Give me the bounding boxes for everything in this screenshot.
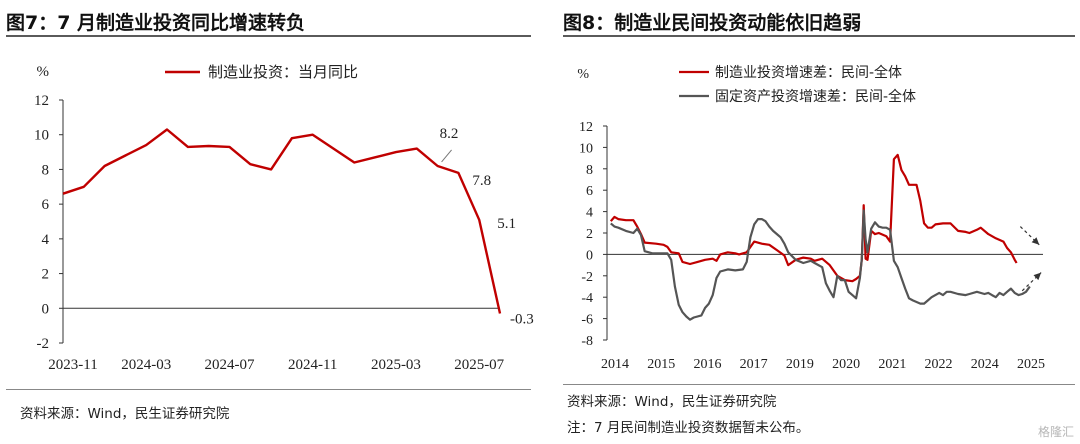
chart-panel-manufacturing-investment: 图7：7 月制造业投资同比增速转负 -2 0 2 4 6 8 10 12% 2023-11 202… — [6, 12, 534, 422]
y-tick-label: 6 — [42, 197, 50, 213]
x-tick-label: 2024-07 — [204, 357, 254, 373]
y-tick-label: -8 — [581, 334, 593, 349]
annotation-leader — [441, 149, 452, 163]
y-tick-label: 4 — [42, 232, 50, 248]
x-tick-label: 2023-11 — [48, 357, 97, 373]
figure8-title: 图8：制造业民间投资动能依旧趋弱 — [563, 12, 862, 34]
x-tick-label: 2022 — [925, 357, 953, 372]
y-tick-label: -6 — [581, 313, 593, 328]
figure8-note: 注：7 月民间制造业投资数据暂未公布。 — [567, 420, 810, 436]
y-tick-label: -2 — [581, 270, 593, 285]
y-tick-label: 2 — [586, 227, 593, 242]
y-tick-label: 8 — [586, 163, 593, 178]
figure7-source: 资料来源：Wind，民生证券研究院 — [20, 406, 230, 422]
trend-arrow-head — [1031, 237, 1040, 245]
x-tick-label: 2024-03 — [121, 357, 171, 373]
y-tick-label: 10 — [579, 141, 593, 156]
y-tick-label: 8 — [42, 162, 50, 178]
data-label: 5.1 — [497, 216, 516, 232]
manufacturing-investment-yoy-chart: -2 0 2 4 6 8 10 12% 2023-11 2024-03 2024-07 2024-11… — [34, 63, 534, 373]
figure8-source: 资料来源：Wind，民生证券研究院 — [567, 394, 777, 410]
x-tick-label: 2025 — [1017, 357, 1045, 372]
x-tick-label: 2015 — [647, 357, 675, 372]
trend-arrow-shaft — [1019, 226, 1040, 246]
y-unit-label: % — [577, 67, 589, 82]
y-tick-label: 12 — [579, 120, 593, 135]
y-tick-label: 2 — [42, 267, 50, 283]
y-tick-label: 0 — [42, 301, 50, 317]
y-tick-label: 0 — [586, 248, 593, 263]
trend-arrow-shaft — [1021, 272, 1042, 292]
title-rule — [6, 35, 531, 37]
source-rule — [563, 384, 1075, 385]
x-tick-label: 2024-11 — [288, 357, 337, 373]
x-tick-label: 2024 — [971, 357, 999, 372]
y-tick-label: -2 — [37, 336, 50, 352]
legend-label: 制造业投资增速差：民间-全体 — [715, 64, 902, 81]
x-tick-label: 2025-07 — [454, 357, 504, 373]
watermark-logo: 格隆汇 — [1037, 425, 1074, 439]
chart-panel-private-investment: 图8：制造业民间投资动能依旧趋弱 -8 -6 -4 -2 0 2 4 6 8 10 12% 2014 2… — [557, 0, 1080, 444]
x-tick-label: 2016 — [693, 357, 721, 372]
series-line-fixed-asset-spread — [610, 209, 1031, 321]
y-tick-label: 12 — [34, 93, 49, 109]
legend-label: 制造业投资：当月同比 — [208, 63, 358, 81]
y-tick-label: -4 — [581, 291, 593, 306]
y-tick-label: 4 — [586, 206, 593, 221]
title-rule — [563, 35, 1075, 37]
y-tick-label: 10 — [34, 128, 49, 144]
x-tick-label: 2017 — [740, 357, 768, 372]
figure7-title: 图7：7 月制造业投资同比增速转负 — [6, 12, 306, 34]
data-label: 8.2 — [440, 126, 459, 142]
x-tick-label: 2025-03 — [371, 357, 421, 373]
trend-arrow-head — [1033, 272, 1042, 281]
data-label: 7.8 — [472, 173, 491, 189]
source-rule — [6, 389, 531, 390]
y-unit-label: % — [37, 64, 50, 80]
series-line-manufacturing-yoy — [62, 128, 502, 314]
legend-label: 固定资产投资增速差：民间-全体 — [715, 88, 916, 105]
private-investment-spread-chart: -8 -6 -4 -2 0 2 4 6 8 10 12% 2014 2015 2016 2017 2019 20… — [577, 64, 1045, 372]
x-tick-label: 2020 — [832, 357, 860, 372]
x-tick-label: 2021 — [878, 357, 906, 372]
x-tick-label: 2019 — [786, 357, 814, 372]
x-tick-label: 2014 — [601, 357, 629, 372]
y-tick-label: 6 — [586, 184, 593, 199]
data-label: -0.3 — [510, 311, 534, 327]
